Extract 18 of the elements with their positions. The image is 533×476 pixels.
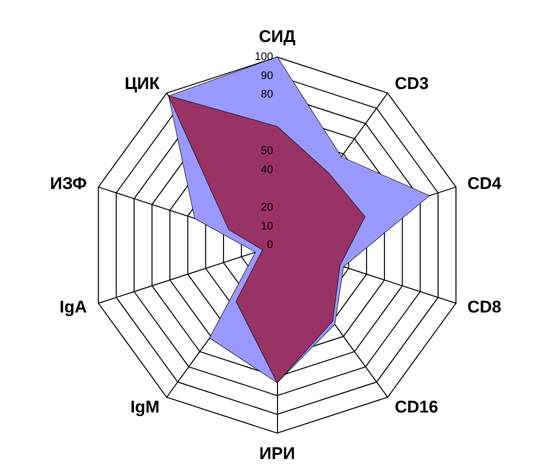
spoke-label: ИЗФ [50,174,87,193]
spoke-label: IgM [130,397,160,416]
y-tick-label: 90 [260,70,274,82]
spoke-label: ЦИК [124,74,160,93]
y-tick-label: 20 [260,202,274,214]
spoke-label: IgA [60,297,87,316]
y-tick-label: 80 [260,88,274,101]
spoke-label: CD8 [467,297,502,316]
spoke-label: ИРИ [259,444,296,464]
spoke-label: CD3 [394,74,429,93]
y-tick-label: 0 [267,239,274,252]
y-tick-label: 50 [260,145,274,158]
y-tick-label: 40 [260,164,274,176]
spoke-label: СИД [258,27,296,46]
y-tick-label: 10 [260,220,274,232]
y-tick-label: 100 [254,51,274,64]
spoke-label: CD4 [467,174,502,193]
spoke-label: CD16 [394,397,438,416]
